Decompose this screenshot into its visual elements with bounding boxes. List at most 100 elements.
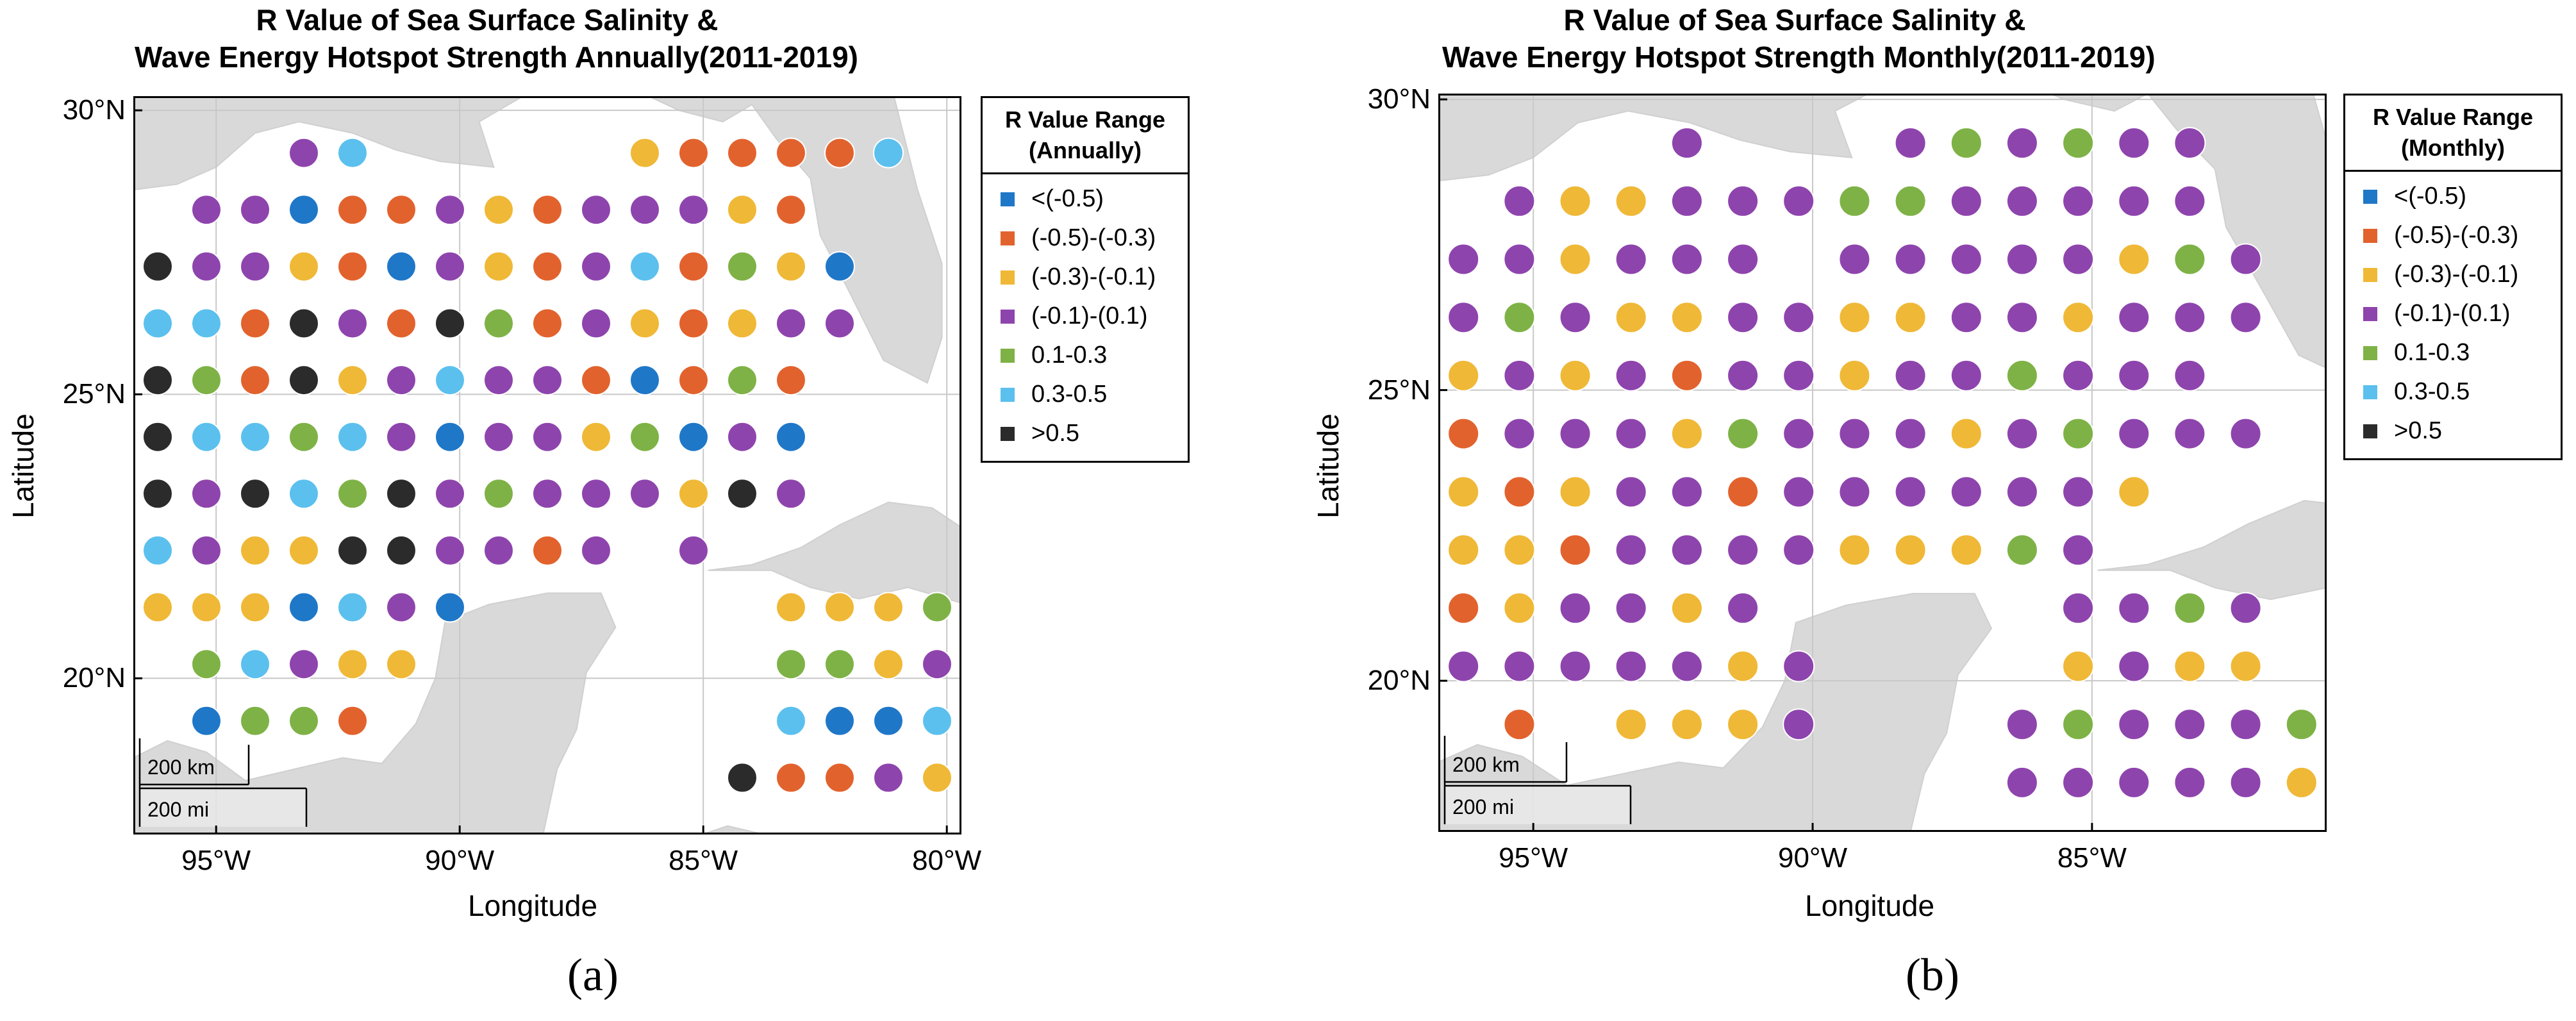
data-point — [2229, 301, 2262, 334]
legend-title-line2: (Monthly) — [2401, 135, 2505, 161]
data-point — [2006, 127, 2038, 160]
data-point — [2173, 185, 2206, 217]
data-point — [532, 251, 563, 282]
data-point — [581, 251, 611, 282]
data-point — [776, 308, 806, 339]
data-point — [386, 194, 417, 226]
data-point — [581, 365, 611, 396]
data-point — [142, 592, 173, 623]
legend-label: (-0.1)-(0.1) — [1031, 303, 1148, 329]
data-point — [532, 308, 563, 339]
data-point — [1838, 417, 1871, 450]
y-tick-label: 25°N — [1367, 374, 1431, 406]
data-point — [1615, 534, 1647, 567]
land-mass — [1438, 94, 2327, 369]
data-point — [1670, 708, 1703, 741]
data-point — [191, 535, 222, 566]
data-point — [1447, 359, 1480, 392]
data-point — [483, 308, 514, 339]
legend-swatch — [2363, 385, 2377, 399]
data-point — [2118, 708, 2150, 741]
data-point — [824, 308, 855, 339]
data-point — [678, 308, 709, 339]
data-point — [2006, 359, 2038, 392]
legend-label: >0.5 — [2394, 417, 2443, 444]
data-point — [1894, 127, 1927, 160]
x-tick-label: 90°W — [1777, 842, 1848, 874]
data-point — [1727, 243, 1759, 276]
legend-item: (-0.1)-(0.1) — [2345, 294, 2561, 333]
data-point — [1615, 359, 1647, 392]
chart-title-line2: Wave Energy Hotspot Strength Annually(20… — [135, 40, 858, 74]
legend: R Value Range (Annually) <(-0.5) (-0.5)-(… — [981, 96, 1190, 463]
scale-bar-km-label: 200 km — [147, 756, 215, 779]
data-point — [1782, 534, 1815, 567]
data-point — [240, 194, 270, 226]
data-point — [1503, 592, 1536, 624]
data-point — [1670, 476, 1703, 508]
data-point — [2062, 417, 2095, 450]
data-point — [581, 308, 611, 339]
legend-item: 0.1-0.3 — [983, 336, 1188, 375]
data-point — [678, 194, 709, 226]
data-point — [142, 365, 173, 396]
data-point — [2173, 592, 2206, 624]
data-point — [435, 365, 465, 396]
data-point — [435, 592, 465, 623]
data-point — [337, 421, 368, 452]
data-point — [240, 592, 270, 623]
data-point — [1559, 592, 1591, 624]
data-point — [1503, 708, 1536, 741]
data-point — [727, 365, 758, 396]
panel-label: (a) — [567, 949, 619, 1000]
x-tick-label: 95°W — [1499, 842, 1568, 874]
data-point — [1503, 185, 1536, 217]
data-point — [2285, 766, 2318, 799]
data-point — [581, 421, 611, 452]
data-point — [337, 705, 368, 736]
data-point — [2118, 243, 2150, 276]
data-point — [288, 137, 319, 169]
data-point — [532, 421, 563, 452]
data-point — [142, 478, 173, 510]
legend-swatch — [2363, 228, 2377, 243]
data-point — [2062, 127, 2095, 160]
legend-swatch — [2363, 267, 2377, 282]
data-point — [2173, 766, 2206, 799]
legend-label: 0.1-0.3 — [1031, 342, 1108, 369]
data-point — [142, 421, 173, 452]
data-point — [288, 308, 319, 339]
data-point — [1447, 417, 1480, 450]
legend-label: <(-0.5) — [2394, 183, 2466, 210]
data-point — [483, 535, 514, 566]
data-point — [776, 649, 806, 680]
data-point — [1503, 650, 1536, 683]
data-point — [2229, 592, 2262, 624]
data-point — [1727, 708, 1759, 741]
data-point — [288, 421, 319, 452]
data-point — [2118, 650, 2150, 683]
x-axis-label: Longitude — [468, 889, 598, 922]
data-point — [1503, 359, 1536, 392]
data-point — [873, 649, 904, 680]
land-mass — [2097, 499, 2327, 601]
data-point — [1894, 534, 1927, 567]
data-point — [1559, 243, 1591, 276]
legend-item: >0.5 — [2345, 411, 2561, 451]
data-point — [1615, 417, 1647, 450]
data-point — [2229, 708, 2262, 741]
data-point — [629, 308, 660, 339]
data-point — [1447, 476, 1480, 508]
data-point — [288, 251, 319, 282]
data-point — [1447, 592, 1480, 624]
data-point — [532, 478, 563, 510]
data-point — [727, 194, 758, 226]
land-mass — [1438, 593, 1993, 832]
data-point — [435, 251, 465, 282]
data-point — [2006, 301, 2038, 334]
legend-swatch — [1001, 348, 1015, 363]
data-point — [1559, 185, 1591, 217]
data-point — [776, 421, 806, 452]
data-point — [2229, 417, 2262, 450]
x-tick-label: 85°W — [669, 845, 738, 876]
